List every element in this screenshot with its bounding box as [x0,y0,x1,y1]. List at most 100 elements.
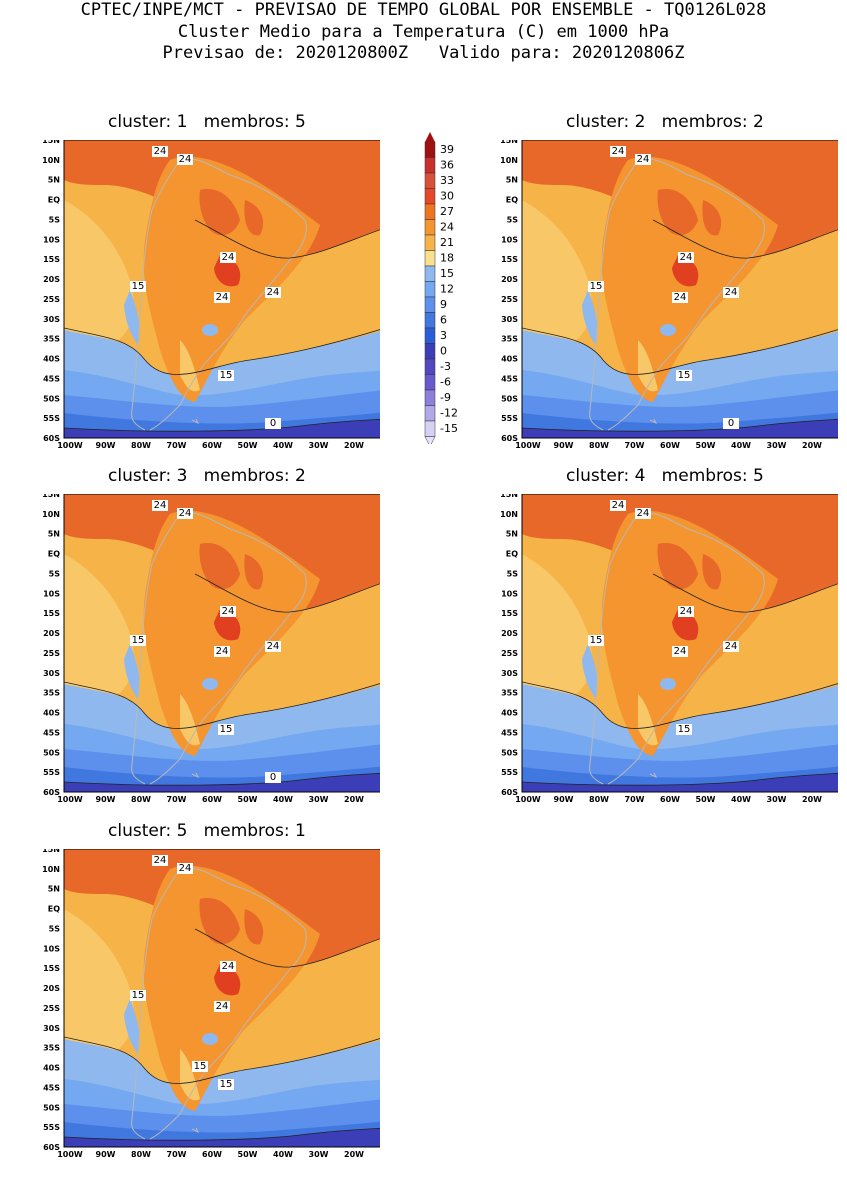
contour-label: 24 [177,508,193,519]
svg-text:24: 24 [179,508,192,519]
svg-text:24: 24 [637,508,650,519]
lat-tick-label: 45S [43,374,60,383]
contour-label: 15 [676,724,692,735]
lon-tick-label: 60W [202,795,222,804]
lon-tick-label: 60W [660,795,680,804]
lon-tick-label: 100W [57,441,83,450]
lat-tick-label: EQ [48,550,60,559]
lat-tick-label: 30S [501,669,518,678]
lat-tick-label: 10N [42,865,60,874]
lat-tick-label: 5N [48,176,60,185]
lat-tick-label: 5S [507,569,519,578]
legend-swatch [424,203,436,220]
contour-label: 24 [214,1001,230,1012]
lat-tick-label: 5S [49,569,61,578]
lon-tick-label: 30W [309,795,329,804]
contour-label: 24 [152,855,168,866]
lat-tick-label: 55S [501,414,518,423]
svg-text:15: 15 [678,370,691,381]
lat-tick-label: 5S [49,924,61,933]
lat-tick-label: 10N [500,510,518,519]
svg-text:15: 15 [132,635,145,646]
legend-level-label: 30 [440,190,454,203]
lat-tick-label: 20S [501,629,518,638]
contour-label: 24 [152,146,168,157]
svg-text:24: 24 [612,500,625,511]
svg-text:24: 24 [267,641,280,652]
lon-tick-label: 50W [238,1150,258,1159]
lon-tick-label: 40W [273,1150,293,1159]
lat-tick-label: 60S [501,788,518,797]
legend-level-label: -9 [440,391,451,404]
map-plot [64,140,385,438]
contour-label: 24 [672,292,688,303]
lat-tick-label: 10S [43,944,60,953]
contour-label: 24 [214,292,230,303]
svg-text:24: 24 [216,292,229,303]
contour-label: 0 [723,418,739,429]
lat-tick-label: 15S [501,609,518,618]
lat-tick-label: 35S [501,689,518,698]
legend-level-label: 21 [440,236,454,249]
header-line-3: Previsao de: 2020120800Z Valido para: 20… [162,43,685,63]
lon-tick-label: 70W [625,441,645,450]
panel-5-title: cluster: 5 membros: 1 [108,821,306,841]
lat-tick-label: 45S [43,1083,60,1092]
panel-cluster-4: 15N 10N 5N EQ 5S 10S 15S 20S 25S 30S 35S 40S 45S 50S 5… [478,490,844,828]
lon-tick-label: 90W [554,795,574,804]
contour-label: 24 [610,146,626,157]
lon-tick-label: 50W [696,795,716,804]
legend-swatch [424,312,436,329]
contour-label: 15 [192,1061,208,1072]
lat-tick-label: 45S [501,374,518,383]
lon-tick-label: 20W [344,795,364,804]
lat-tick-label: 15N [42,849,60,854]
lon-tick-label: 100W [57,1150,83,1159]
legend-swatch [424,265,436,282]
header-line-2: Cluster Medio para a Temperatura (C) em … [177,22,670,42]
svg-text:24: 24 [680,252,693,263]
lat-tick-label: 5S [49,215,61,224]
contour-label: 24 [220,252,236,263]
svg-text:24: 24 [222,252,235,263]
legend-level-label: 27 [440,205,454,218]
legend-level-label: 9 [440,298,447,311]
contour-label: 24 [723,641,739,652]
lat-tick-label: 25S [43,649,60,658]
legend-level-label: 12 [440,283,454,296]
panel-1-title: cluster: 1 membros: 5 [108,112,306,132]
contour-label: 24 [177,863,193,874]
contour-label: 0 [265,772,281,783]
lon-tick-label: 30W [309,1150,329,1159]
lon-tick-label: 50W [238,441,258,450]
lat-tick-label: 35S [43,689,60,698]
lon-tick-label: 60W [202,1150,222,1159]
lon-tick-label: 20W [344,1150,364,1159]
lat-tick-label: 10S [501,235,518,244]
lon-tick-label: 90W [96,1150,116,1159]
lon-tick-label: 50W [238,795,258,804]
legend-swatch [424,296,436,313]
lat-tick-label: 10S [43,589,60,598]
lat-tick-label: 5S [507,215,519,224]
svg-text:15: 15 [590,281,603,292]
lat-tick-label: 25S [43,1004,60,1013]
lat-tick-label: 5N [506,176,518,185]
panel-2-title: cluster: 2 membros: 2 [566,112,764,132]
contour-label: 15 [218,724,234,735]
lat-tick-label: 35S [501,335,518,344]
lat-tick-label: EQ [48,196,60,205]
contour-label: 24 [672,646,688,657]
lat-tick-label: 15N [500,140,518,145]
lon-tick-label: 40W [273,441,293,450]
legend-swatch [424,405,436,422]
contour-label: 24 [678,606,694,617]
lon-tick-label: 80W [131,795,151,804]
panel-cluster-5: 15N 10N 5N EQ 5S 10S 15S 20S 25S 30S 35S 40S 45S 50S 5… [20,845,386,1183]
lat-tick-label: 15S [43,964,60,973]
contour-label: 15 [588,635,604,646]
svg-text:15: 15 [220,724,233,735]
lon-tick-label: 70W [167,1150,187,1159]
panel-3-title: cluster: 3 membros: 2 [108,466,306,486]
